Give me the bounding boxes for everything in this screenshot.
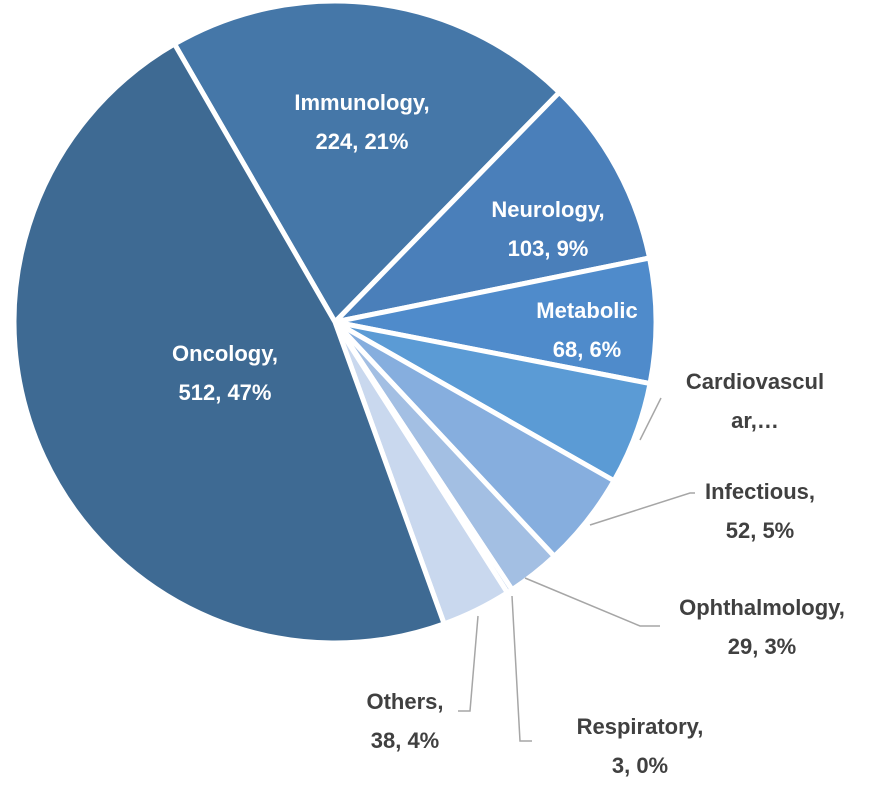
leader-line — [511, 595, 532, 742]
value-label: 38, 4% — [370, 728, 440, 753]
leader-line — [458, 615, 479, 712]
value-label: 103, 9% — [507, 236, 589, 261]
data-label: Cardiovascular,… — [680, 362, 830, 440]
slice — [172, 0, 562, 325]
value-label: 3, 0% — [611, 753, 669, 778]
category-label: Metabolic — [536, 298, 638, 323]
leader-line — [524, 577, 660, 627]
category-label: Infectious, — [704, 479, 816, 504]
data-label: Oncology, 512, 47% — [172, 334, 278, 412]
leader-line — [639, 397, 662, 441]
value-label: 29, 3% — [727, 634, 797, 659]
category-label: Cardiovascular,… — [685, 369, 825, 433]
data-label: Immunology, 224, 21% — [294, 83, 429, 161]
category-label: Respiratory, — [576, 714, 704, 739]
data-label: Neurology, 103, 9% — [491, 190, 604, 268]
data-label: Respiratory, 3, 0% — [577, 707, 704, 785]
category-label: Oncology, — [172, 341, 278, 366]
data-label: Metabolic 68, 6% — [536, 291, 637, 369]
data-label: Others, 38, 4% — [366, 682, 443, 760]
slice — [11, 41, 447, 646]
slice — [332, 89, 653, 325]
data-label: Infectious, 52, 5% — [705, 472, 815, 550]
data-label: Ophthalmology, 29, 3% — [679, 588, 845, 666]
leader-line — [589, 492, 695, 526]
category-label: Others, — [366, 689, 444, 714]
value-label: 224, 21% — [315, 129, 409, 154]
category-label: Neurology, — [491, 197, 605, 222]
value-label: 68, 6% — [552, 337, 622, 362]
value-label: 512, 47% — [178, 380, 272, 405]
category-label: Ophthalmology, — [679, 595, 845, 620]
value-label: 52, 5% — [725, 518, 795, 543]
category-label: Immunology, — [294, 90, 430, 115]
